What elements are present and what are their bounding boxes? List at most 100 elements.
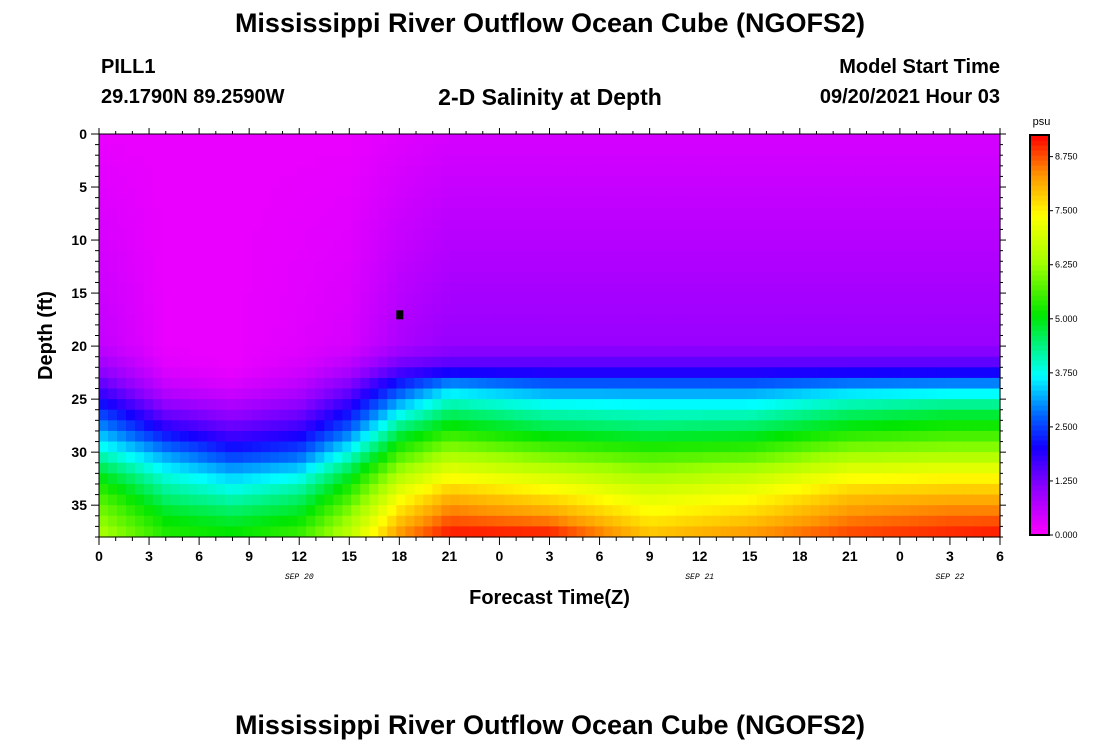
heatmap-cell [252, 346, 262, 358]
heatmap-cell [954, 335, 965, 347]
heatmap-cell [279, 462, 289, 474]
heatmap-cell [729, 377, 740, 390]
heatmap-cell [252, 430, 262, 443]
heatmap-cell [819, 452, 830, 464]
heatmap-cell [540, 441, 551, 453]
heatmap-cell [936, 388, 947, 400]
heatmap-cell [315, 441, 325, 453]
heatmap-cell [756, 377, 767, 390]
heatmap-cell [747, 229, 758, 241]
heatmap-cell [702, 367, 713, 379]
heatmap-cell [621, 420, 632, 432]
heatmap-cell [531, 441, 542, 453]
heatmap-cell [873, 494, 884, 506]
colorbar-segment [1030, 265, 1049, 271]
heatmap-cell [198, 494, 208, 506]
heatmap-cell [243, 483, 253, 496]
heatmap-cell [621, 197, 632, 209]
heatmap-cell [657, 367, 668, 379]
heatmap-cell [693, 388, 704, 400]
heatmap-cell [432, 187, 442, 199]
heatmap-cell [657, 473, 668, 485]
heatmap-cell [783, 409, 794, 421]
heatmap-cell [378, 441, 388, 453]
heatmap-cell [459, 240, 470, 252]
heatmap-cell [612, 494, 623, 506]
heatmap-cell [990, 240, 1001, 252]
heatmap-cell [414, 399, 424, 411]
heatmap-cell [279, 165, 289, 178]
heatmap-cell [900, 494, 911, 506]
heatmap-cell [270, 505, 280, 517]
heatmap-cell [891, 462, 902, 474]
heatmap-cell [729, 144, 740, 156]
heatmap-cell [162, 155, 172, 167]
heatmap-cell [360, 197, 370, 209]
heatmap-cell [783, 229, 794, 241]
heatmap-cell [855, 229, 866, 241]
heatmap-cell [657, 430, 668, 443]
heatmap-cell [126, 505, 136, 517]
heatmap-cell [954, 134, 965, 146]
heatmap-cell [198, 462, 208, 474]
heatmap-cell [342, 293, 352, 305]
heatmap-cell [567, 218, 578, 231]
heatmap-cell [702, 229, 713, 241]
heatmap-cell [513, 197, 524, 209]
heatmap-cell [972, 155, 983, 167]
heatmap-cell [360, 526, 370, 538]
heatmap-cell [747, 218, 758, 231]
heatmap-cell [324, 346, 334, 358]
heatmap-cell [171, 483, 181, 496]
heatmap-cell [360, 388, 370, 400]
heatmap-cell [801, 314, 812, 326]
heatmap-cell [846, 218, 857, 231]
heatmap-cell [855, 197, 866, 209]
heatmap-cell [711, 282, 722, 294]
heatmap-cell [450, 282, 460, 294]
heatmap-cell [216, 462, 226, 474]
heatmap-cell [954, 229, 965, 241]
heatmap-cell [936, 197, 947, 209]
heatmap-cell [387, 229, 397, 241]
heatmap-cell [486, 452, 497, 464]
heatmap-cell [468, 377, 479, 390]
heatmap-cell [261, 240, 271, 252]
heatmap-cell [486, 483, 497, 496]
heatmap-cell [225, 134, 235, 146]
heatmap-cell [918, 250, 929, 262]
heatmap-cell [234, 293, 244, 305]
heatmap-cell [180, 303, 190, 315]
heatmap-cell [513, 293, 524, 305]
heatmap-cell [360, 346, 370, 358]
heatmap-cell [792, 165, 803, 178]
heatmap-cell [963, 250, 974, 262]
heatmap-cell [513, 452, 524, 464]
heatmap-cell [900, 218, 911, 231]
heatmap-cell [135, 197, 145, 209]
heatmap-cell [495, 420, 506, 432]
heatmap-cell [441, 282, 451, 294]
heatmap-cell [774, 293, 785, 305]
heatmap-cell [720, 462, 731, 474]
heatmap-cell [855, 218, 866, 231]
heatmap-cell [837, 197, 848, 209]
heatmap-cell [405, 187, 415, 199]
heatmap-cell [171, 409, 181, 421]
heatmap-cell [153, 250, 163, 262]
heatmap-cell [459, 483, 470, 496]
heatmap-cell [315, 356, 325, 368]
heatmap-cell [405, 346, 415, 358]
heatmap-cell [927, 165, 938, 178]
heatmap-cell [315, 430, 325, 443]
heatmap-cell [378, 134, 388, 146]
x-tick-label: 9 [646, 548, 654, 564]
heatmap-cell [117, 452, 127, 464]
heatmap-cell [306, 197, 316, 209]
heatmap-cell [828, 430, 839, 443]
heatmap-cell [108, 240, 118, 252]
heatmap-cell [990, 409, 1001, 421]
heatmap-cell [693, 293, 704, 305]
heatmap-cell [801, 388, 812, 400]
heatmap-cell [612, 346, 623, 358]
